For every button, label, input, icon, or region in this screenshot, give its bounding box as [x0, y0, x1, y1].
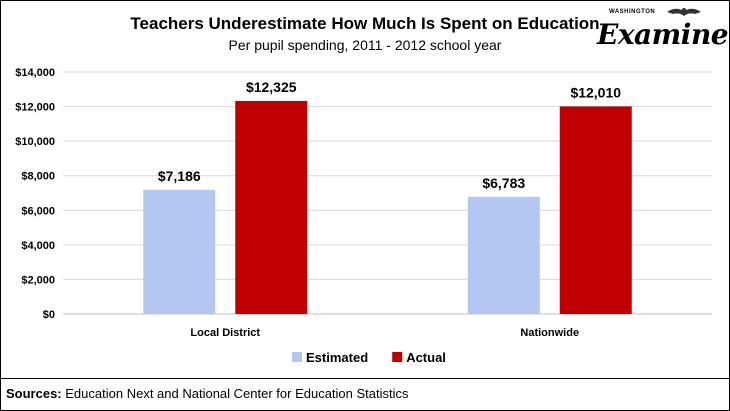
legend-label: Actual [406, 350, 446, 365]
legend: Estimated Actual [292, 350, 446, 365]
legend-swatch [392, 352, 403, 362]
sources-divider [0, 378, 730, 379]
logo-small-text: WASHINGTON [609, 9, 656, 15]
y-tick-label: $14,000 [15, 67, 55, 79]
bar-actual-0 [235, 100, 308, 314]
data-label: $12,010 [570, 84, 621, 100]
y-tick-label: $2,000 [21, 274, 55, 286]
legend-label: Estimated [306, 350, 368, 365]
y-tick-label: $0 [43, 309, 55, 321]
bars [143, 100, 632, 314]
data-label: $7,186 [158, 168, 201, 184]
washington-examiner-logo: WASHINGTON Examiner [595, 6, 730, 54]
data-label: $12,325 [246, 79, 297, 95]
logo-big-text: Examiner [597, 18, 730, 51]
y-tick-label: $10,000 [15, 136, 55, 148]
chart-title: Teachers Underestimate How Much Is Spent… [130, 14, 600, 33]
y-tick-label: $12,000 [15, 102, 55, 114]
sources-text: Education Next and National Center for E… [65, 386, 409, 401]
data-label: $6,783 [482, 175, 525, 191]
bar-actual-1 [559, 106, 632, 314]
chart-subtitle: Per pupil spending, 2011 - 2012 school y… [228, 37, 502, 53]
y-tick-label: $6,000 [21, 205, 55, 217]
x-axis-ticks: Local District Nationwide [190, 327, 579, 339]
data-labels: $7,186 $12,325 $6,783 $12,010 [158, 79, 621, 191]
sources-label: Sources: [6, 386, 62, 401]
bar-estimated-0 [143, 189, 216, 314]
eagle-icon [667, 8, 701, 16]
y-tick-label: $8,000 [21, 171, 55, 183]
x-tick-label: Nationwide [520, 327, 579, 339]
y-tick-label: $4,000 [21, 240, 55, 252]
bar-estimated-1 [467, 196, 540, 314]
sources-note: Sources: Education Next and National Cen… [6, 386, 409, 401]
x-tick-label: Local District [190, 327, 260, 339]
legend-swatch [292, 352, 302, 362]
y-axis-ticks: $0 $2,000 $4,000 $6,000 $8,000 $10,000 $12,000… [15, 67, 55, 321]
